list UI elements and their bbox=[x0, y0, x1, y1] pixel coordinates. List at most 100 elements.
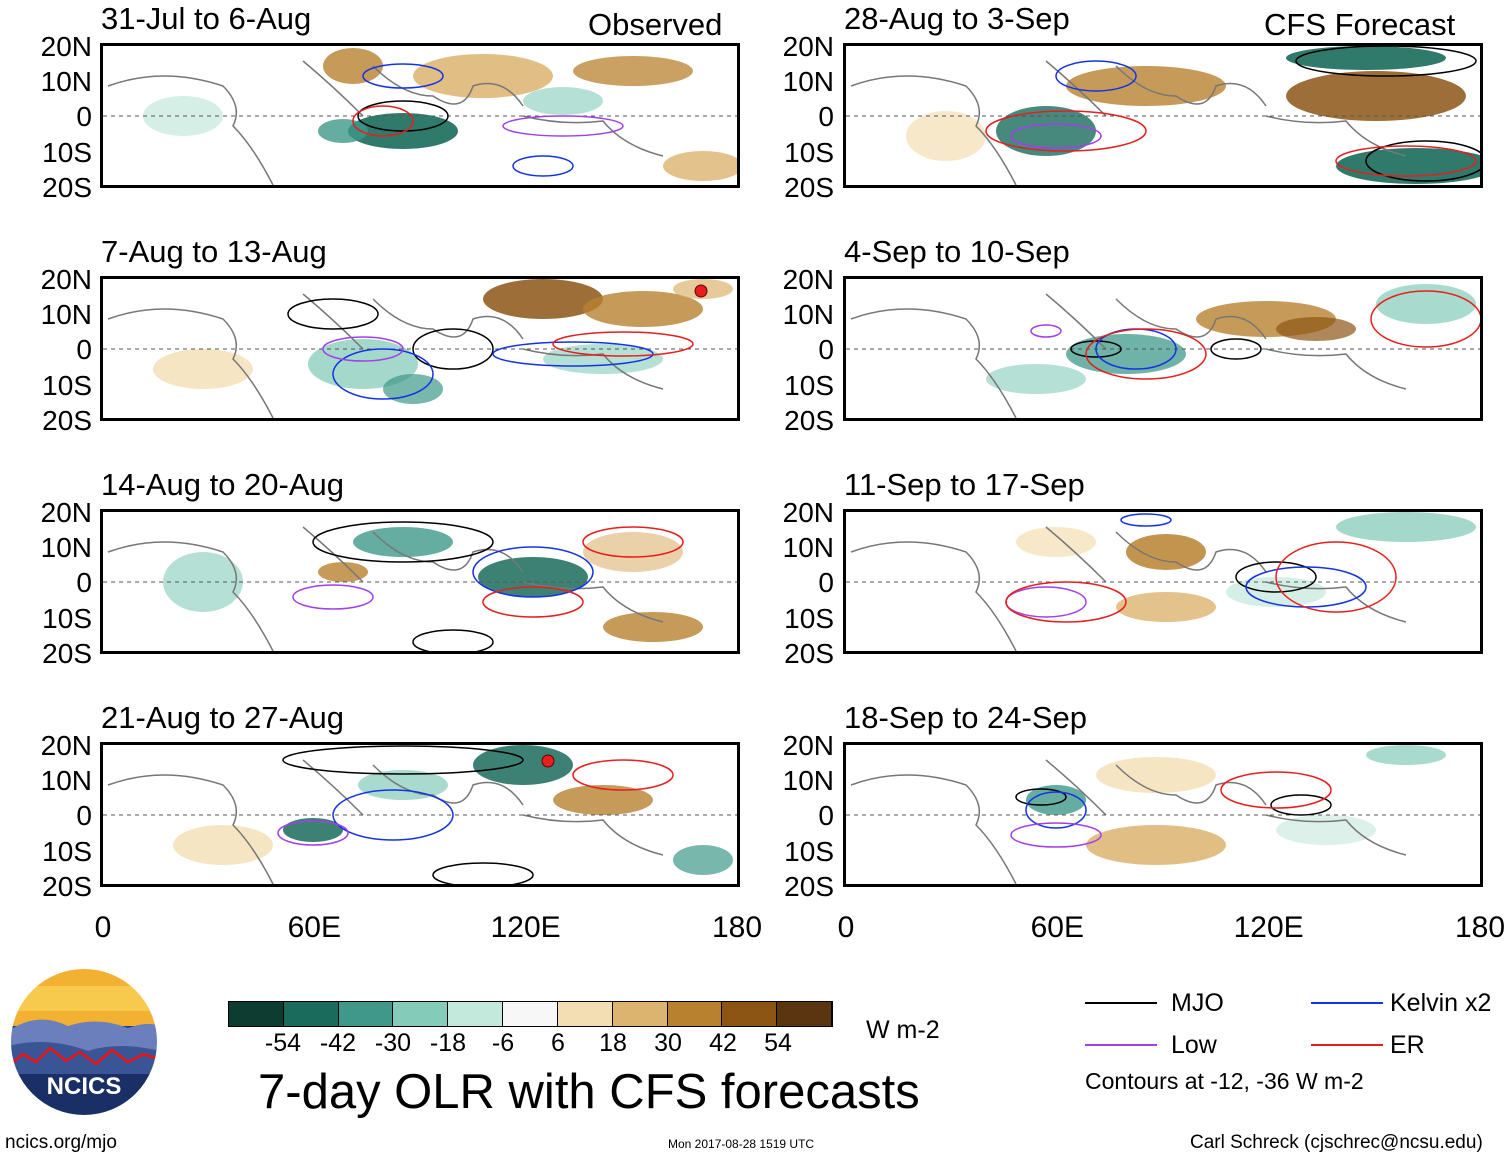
lat-label: 10N bbox=[782, 66, 834, 97]
kelvin-contour bbox=[1055, 60, 1137, 92]
lat-label: 10N bbox=[40, 299, 92, 330]
panel-header-observed: Observed bbox=[588, 7, 723, 42]
kelvin-contour bbox=[332, 789, 454, 841]
panel-title-fcst-2: 4-Sep to 10-Sep bbox=[844, 234, 1070, 269]
olr-anomaly-blob bbox=[283, 818, 343, 842]
lat-label: 10S bbox=[784, 370, 834, 401]
logo-text: NCICS bbox=[47, 1073, 122, 1100]
tropical-cyclone-marker bbox=[541, 754, 555, 768]
lat-label: 20N bbox=[782, 31, 834, 62]
olr-anomaly-blob bbox=[583, 532, 683, 572]
olr-anomaly-blob bbox=[308, 339, 418, 389]
low-contour bbox=[502, 115, 624, 137]
olr-anomaly-blob bbox=[318, 119, 368, 143]
colorbar bbox=[228, 1001, 833, 1027]
lat-label: 20N bbox=[782, 497, 834, 528]
lat-label: 10N bbox=[40, 66, 92, 97]
colorbar-segment bbox=[229, 1002, 284, 1026]
low-contour bbox=[1010, 123, 1102, 149]
legend-item-kelvin: Kelvin x2 bbox=[1311, 988, 1510, 1018]
lat-label: 10S bbox=[784, 603, 834, 634]
lon-label: 60E bbox=[1030, 911, 1085, 944]
lon-label: 60E bbox=[287, 911, 342, 944]
er-contour bbox=[1005, 581, 1127, 623]
olr-anomaly-blob bbox=[1066, 334, 1186, 374]
low-contour bbox=[292, 584, 374, 610]
coastline bbox=[850, 526, 1407, 651]
olr-anomaly-blob bbox=[1376, 284, 1476, 324]
legend-label-kelvin: Kelvin x2 bbox=[1390, 989, 1492, 1017]
olr-anomaly-blob bbox=[603, 612, 703, 642]
olr-anomaly-blob bbox=[473, 745, 573, 785]
er-contour bbox=[1370, 290, 1480, 348]
coastline bbox=[107, 60, 664, 185]
lat-label: 10S bbox=[42, 370, 92, 401]
lat-label: 10S bbox=[42, 137, 92, 168]
legend-swatch-kelvin bbox=[1311, 1002, 1383, 1004]
panel-title-fcst-4: 18-Sep to 24-Sep bbox=[844, 700, 1088, 735]
olr-anomaly-blob bbox=[383, 374, 443, 404]
mjo-contour bbox=[1235, 561, 1317, 593]
colorbar-tick-label: -54 bbox=[264, 1029, 302, 1057]
lat-label: 0 bbox=[818, 334, 834, 365]
lat-label: 10S bbox=[42, 836, 92, 867]
olr-anomaly-blob bbox=[986, 364, 1086, 394]
lat-label: 10N bbox=[40, 532, 92, 563]
map-panel-fcst-1 bbox=[843, 43, 1483, 188]
low-contour bbox=[277, 820, 349, 846]
lat-label: 10N bbox=[782, 532, 834, 563]
lat-label: 20S bbox=[42, 871, 92, 902]
lat-label: 0 bbox=[76, 567, 92, 598]
lat-label: 10N bbox=[782, 299, 834, 330]
colorbar-segment bbox=[448, 1002, 504, 1026]
lat-label: 20S bbox=[42, 172, 92, 203]
olr-anomaly-blob bbox=[1126, 534, 1206, 570]
olr-anomaly-blob bbox=[1336, 512, 1476, 542]
mjo-contour bbox=[1365, 140, 1480, 182]
olr-anomaly-blob bbox=[523, 87, 603, 115]
panel-title-obs-2: 7-Aug to 13-Aug bbox=[101, 234, 327, 269]
er-contour bbox=[1085, 328, 1207, 380]
map-panel-fcst-4 bbox=[843, 742, 1483, 887]
lat-label: 20N bbox=[40, 264, 92, 295]
panel-title-obs-1: 31-Jul to 6-Aug bbox=[101, 1, 312, 36]
colorbar-segment bbox=[667, 1002, 723, 1026]
footer-url: ncics.org/mjo bbox=[5, 1132, 117, 1153]
mjo-contour bbox=[432, 862, 534, 884]
colorbar-tick-label: -18 bbox=[429, 1029, 467, 1057]
colorbar-segment bbox=[393, 1002, 449, 1026]
olr-anomaly-blob bbox=[1366, 745, 1446, 765]
legend-label-mjo: MJO bbox=[1171, 989, 1224, 1017]
kelvin-contour bbox=[512, 155, 574, 177]
olr-anomaly-blob bbox=[996, 106, 1096, 156]
legend-item-mjo: MJO bbox=[1085, 988, 1285, 1018]
mjo-contour bbox=[1295, 46, 1477, 77]
coastline bbox=[107, 293, 664, 418]
colorbar-segment bbox=[557, 1002, 613, 1026]
olr-anomaly-blob bbox=[353, 527, 453, 557]
mjo-contour bbox=[412, 328, 494, 370]
panel-title-obs-3: 14-Aug to 20-Aug bbox=[101, 467, 345, 502]
mjo-contour bbox=[1210, 338, 1262, 360]
lat-label: 20S bbox=[784, 172, 834, 203]
lat-label: 20S bbox=[42, 638, 92, 669]
olr-anomaly-blob bbox=[1026, 785, 1086, 815]
kelvin-contour bbox=[472, 546, 594, 598]
legend-label-low: Low bbox=[1171, 1031, 1217, 1059]
panel-title-fcst-1: 28-Aug to 3-Sep bbox=[844, 1, 1070, 36]
olr-anomaly-blob bbox=[478, 557, 588, 597]
olr-anomaly-blob bbox=[673, 845, 733, 875]
lat-label: 20S bbox=[42, 405, 92, 436]
colorbar-tick-label: -30 bbox=[374, 1029, 412, 1057]
colorbar-tick-label: -42 bbox=[319, 1029, 357, 1057]
lat-label: 10S bbox=[784, 836, 834, 867]
olr-anomaly-blob bbox=[1086, 825, 1226, 865]
er-contour bbox=[482, 586, 584, 618]
lat-label: 10N bbox=[40, 765, 92, 796]
olr-anomaly-blob bbox=[906, 111, 986, 161]
lat-label: 0 bbox=[76, 334, 92, 365]
legend-swatch-mjo bbox=[1085, 1002, 1157, 1004]
olr-anomaly-blob bbox=[583, 291, 703, 327]
kelvin-contour bbox=[1025, 791, 1087, 829]
footer-timestamp: Mon 2017-08-28 1519 UTC bbox=[668, 1137, 815, 1151]
